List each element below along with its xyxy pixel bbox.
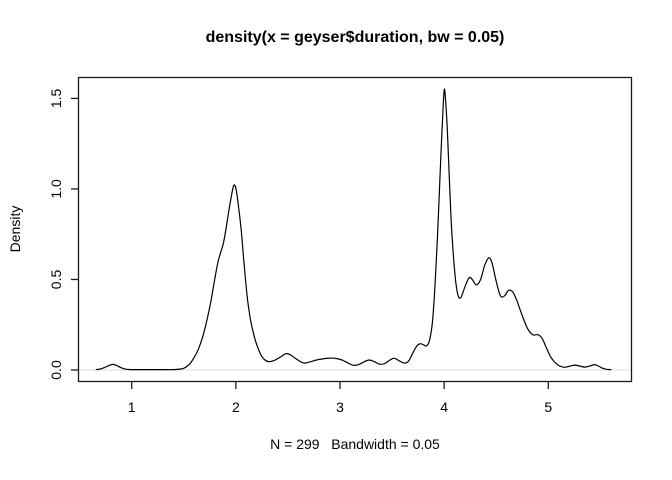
- y-tick-label: 1.0: [48, 179, 64, 199]
- plot-box: [77, 76, 633, 383]
- y-axis-title: Density: [7, 206, 23, 253]
- axis-tick-labels-layer: 1 2 3 4 5 0.0 0.5 1.0 1.5: [48, 88, 552, 415]
- x-axis-title: N = 299 Bandwidth = 0.05: [270, 436, 440, 452]
- x-tick-label: 3: [336, 399, 344, 415]
- y-tick-label: 0.0: [48, 360, 64, 380]
- x-tick-label: 2: [232, 399, 240, 415]
- x-tick-label: 5: [544, 399, 552, 415]
- density-curve: [95, 88, 612, 371]
- density-curve-layer: [95, 88, 612, 371]
- y-tick-label: 0.5: [48, 270, 64, 290]
- y-tick-label: 1.5: [48, 88, 64, 108]
- x-tick-label: 4: [440, 399, 448, 415]
- x-tick-label: 1: [128, 399, 136, 415]
- plot-frame-layer: [77, 76, 633, 383]
- axis-ticks-layer: [71, 97, 549, 389]
- plot-title: density(x = geyser$duration, bw = 0.05): [206, 29, 505, 46]
